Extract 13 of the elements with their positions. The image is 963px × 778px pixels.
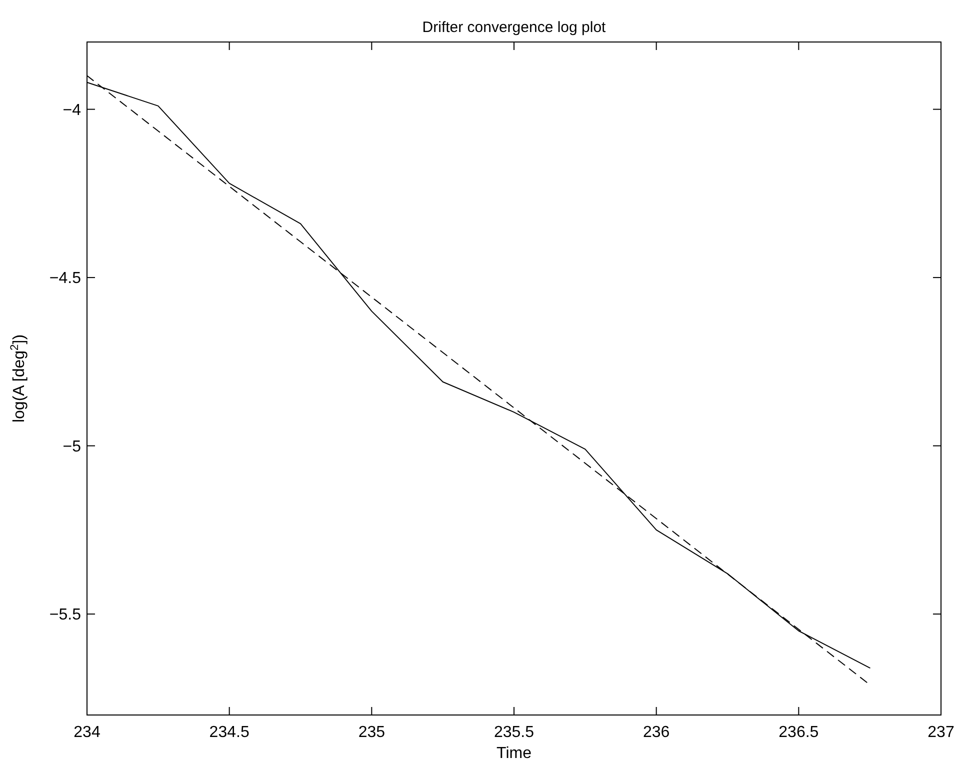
x-tick-label: 236 — [642, 724, 670, 741]
x-tick-label: 236.5 — [778, 724, 819, 741]
chart-title: Drifter convergence log plot — [422, 19, 607, 36]
y-tick-label: −5.5 — [49, 606, 82, 624]
x-tick-label: 234 — [74, 724, 100, 741]
x-axis-title: Time — [496, 745, 532, 762]
y-tick-label: −4.5 — [49, 270, 82, 288]
y-tick-label: −4 — [62, 102, 82, 119]
y-tick-label: −5 — [62, 438, 82, 456]
x-tick-label: 235 — [358, 724, 386, 741]
x-tick-label: 235.5 — [494, 724, 534, 741]
x-tick-label: 234.5 — [209, 724, 250, 741]
x-tick-label: 237 — [928, 724, 954, 741]
